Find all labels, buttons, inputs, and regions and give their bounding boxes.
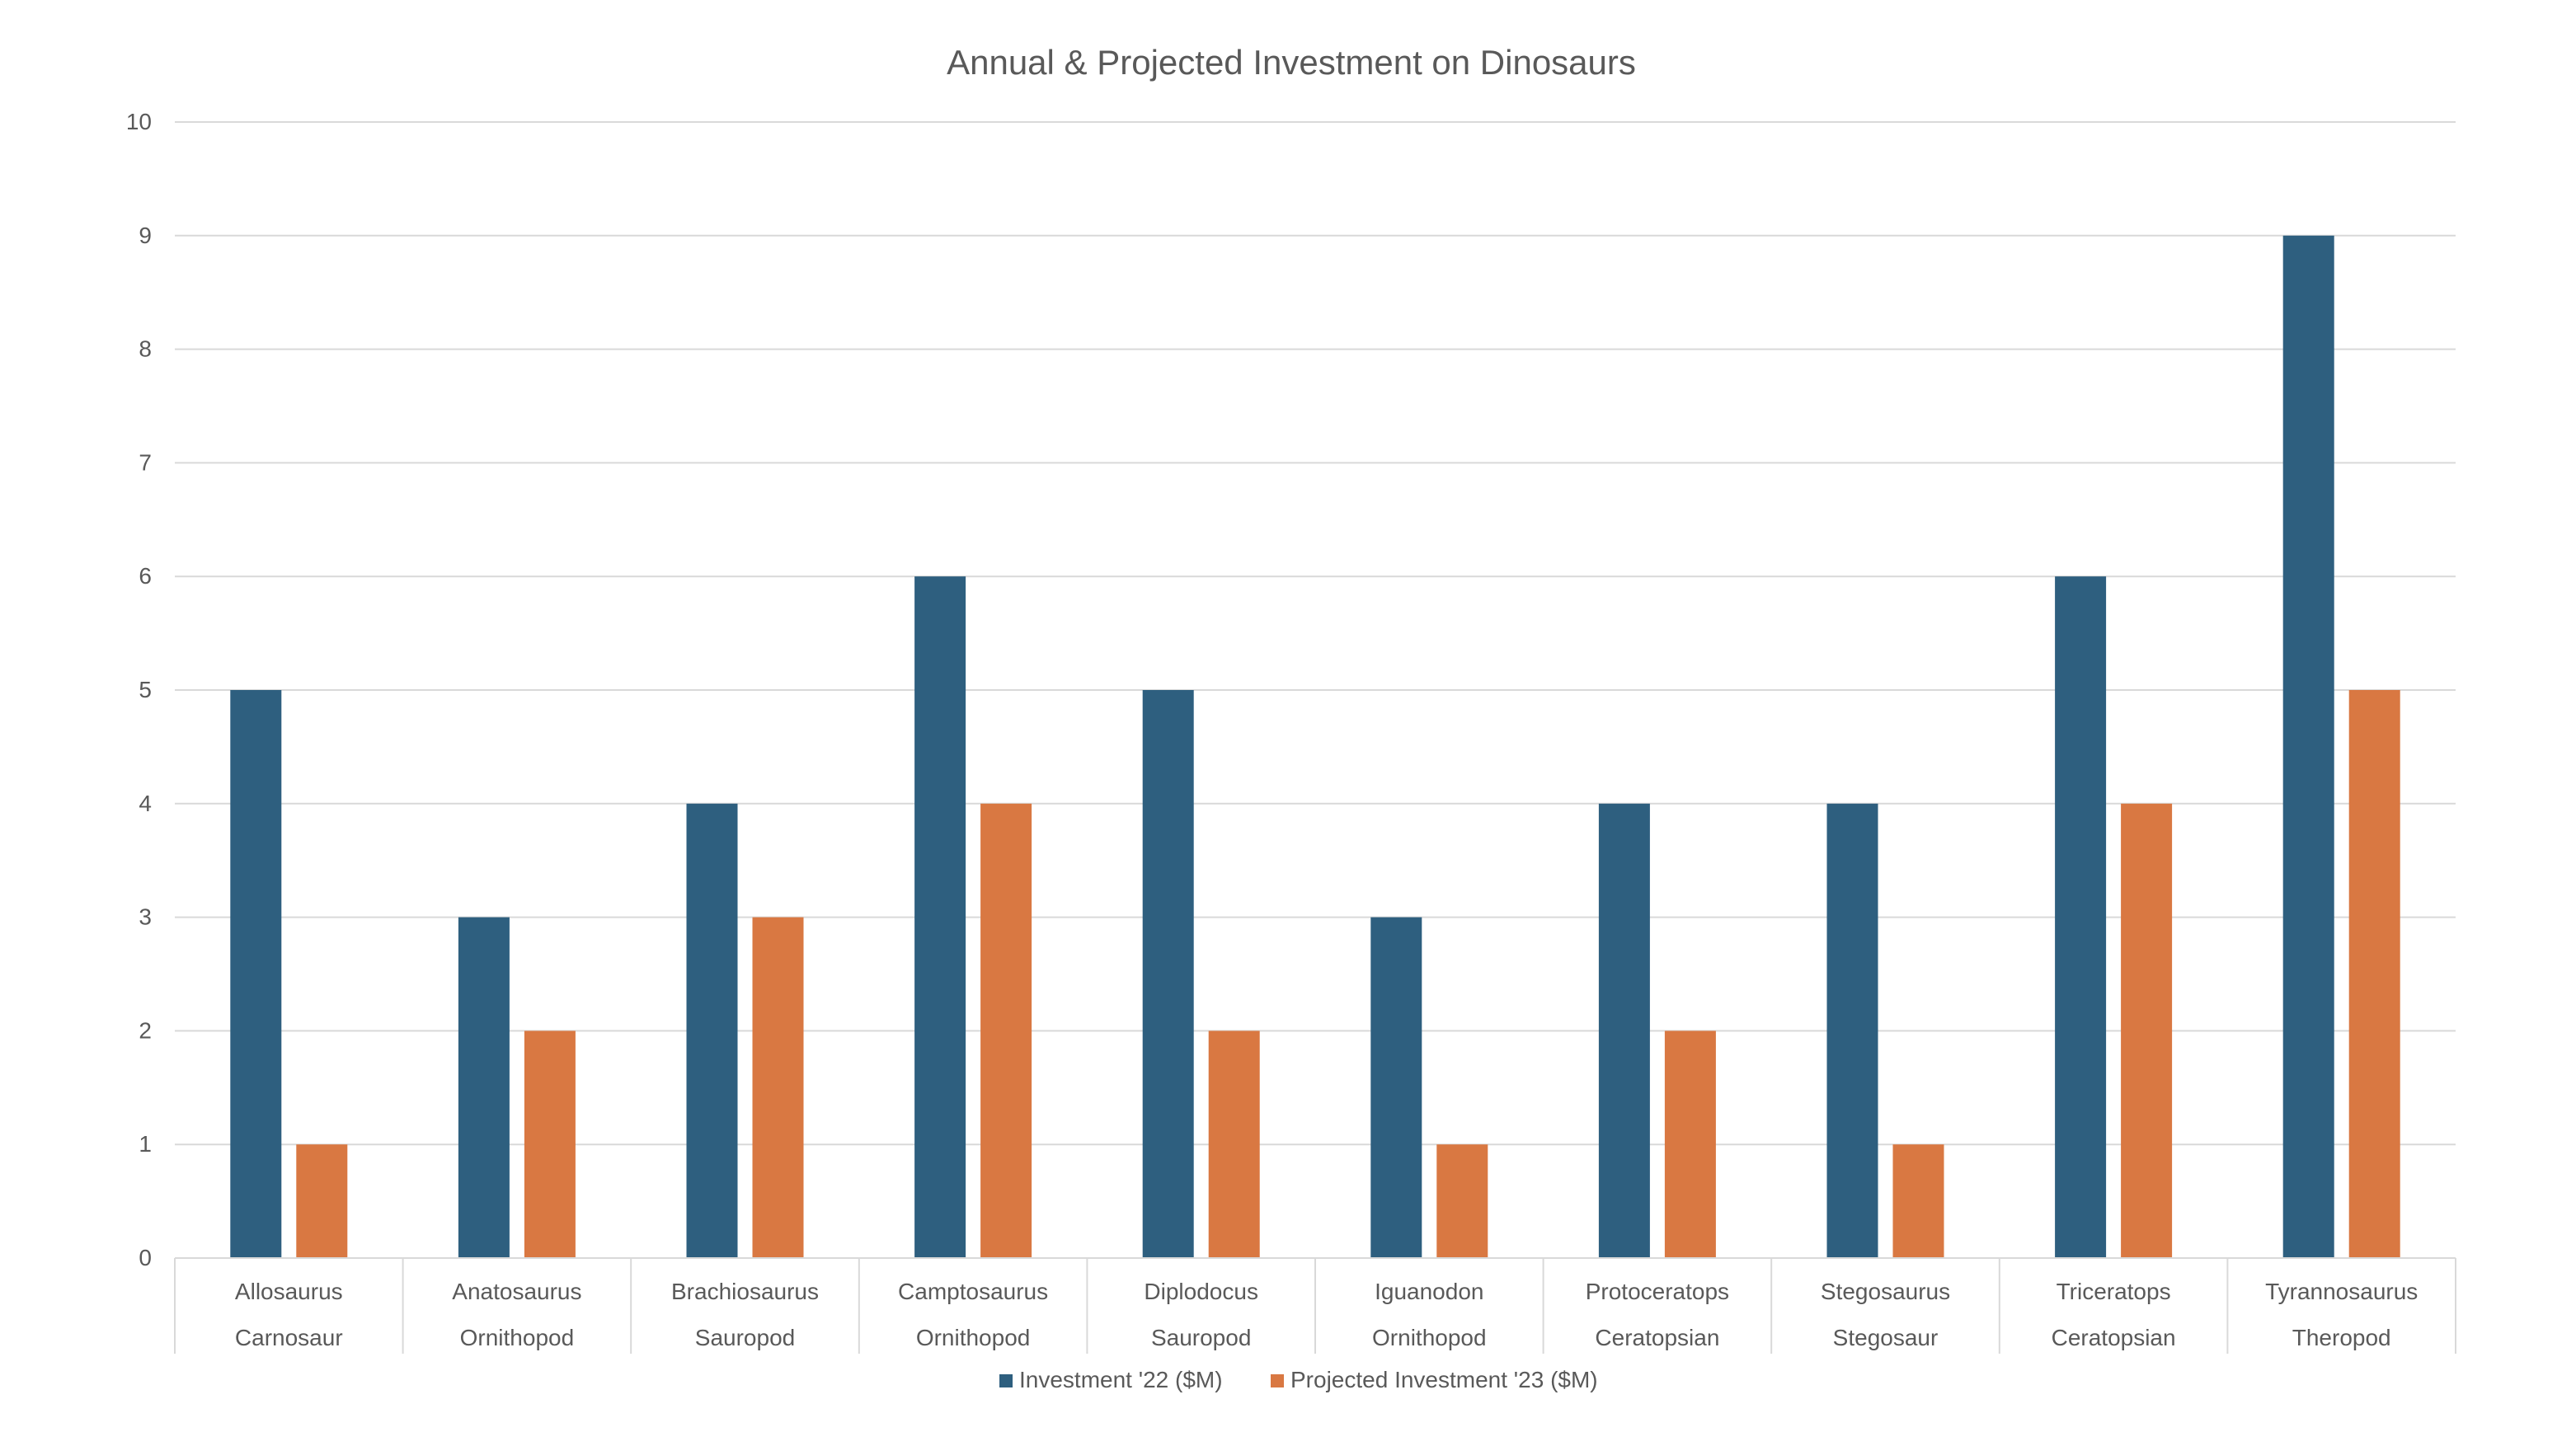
legend-entry: Investment '22 ($M) xyxy=(1019,1367,1223,1392)
chart-title: Annual & Projected Investment on Dinosau… xyxy=(947,43,1636,82)
x-group-label: Theropod xyxy=(2292,1325,2391,1350)
legend: Investment '22 ($M) Projected Investment … xyxy=(999,1367,1598,1392)
x-tick-label: Camptosaurus xyxy=(898,1279,1048,1304)
x-group-label: Ornithopod xyxy=(916,1325,1031,1350)
bar-projected-23-triceratops xyxy=(2121,803,2173,1258)
bar-investment-22-diplodocus xyxy=(1142,690,1194,1258)
x-tick-label: Protoceratops xyxy=(1586,1279,1729,1304)
x-axis: Allosaurus Carnosaur Anatosaurus Ornithopod… xyxy=(174,1257,2456,1354)
gridlines xyxy=(175,121,2456,1146)
y-tick-label: 2 xyxy=(139,1017,152,1043)
legend-swatch xyxy=(1271,1374,1284,1387)
x-tick-label: Iguanodon xyxy=(1375,1279,1483,1304)
y-tick-label: 8 xyxy=(139,336,152,362)
bar-projected-23-stegosaurus xyxy=(1892,1144,1944,1258)
bar-investment-22-camptosaurus xyxy=(914,576,966,1258)
bar-projected-23-camptosaurus xyxy=(980,803,1032,1258)
x-tick-label: Stegosaurus xyxy=(1821,1279,1950,1304)
bar-projected-23-iguanodon xyxy=(1436,1144,1488,1258)
y-tick-label: 6 xyxy=(139,563,152,589)
x-tick-label: Anatosaurus xyxy=(452,1279,581,1304)
x-tick-label: Brachiosaurus xyxy=(671,1279,819,1304)
bar-projected-23-anatosaurus xyxy=(524,1031,576,1258)
x-tick-label: Diplodocus xyxy=(1144,1279,1258,1304)
bar-investment-22-iguanodon xyxy=(1370,917,1422,1258)
x-group-label: Sauropod xyxy=(1151,1325,1251,1350)
bar-investment-22-stegosaurus xyxy=(1826,803,1878,1258)
x-group-label: Ceratopsian xyxy=(2052,1325,2176,1350)
x-tick-label: Tyrannosaurus xyxy=(2265,1279,2418,1304)
legend-entry: Projected Investment '23 ($M) xyxy=(1290,1367,1598,1392)
x-group-label: Sauropod xyxy=(695,1325,795,1350)
y-tick-label: 5 xyxy=(139,677,152,702)
bar-projected-23-diplodocus xyxy=(1208,1031,1260,1258)
x-group-label: Ceratopsian xyxy=(1595,1325,1719,1350)
y-tick-label: 3 xyxy=(139,904,152,930)
bar-investment-22-anatosaurus xyxy=(458,917,510,1258)
x-tick-label: Triceratops xyxy=(2057,1279,2171,1304)
bar-projected-23-allosaurus xyxy=(296,1144,348,1258)
bars xyxy=(230,235,2400,1258)
bar-projected-23-protoceratops xyxy=(1664,1031,1716,1258)
bar-investment-22-triceratops xyxy=(2055,576,2107,1258)
legend-swatch xyxy=(999,1374,1013,1387)
y-tick-label: 7 xyxy=(139,449,152,475)
y-tick-label: 9 xyxy=(139,223,152,248)
y-tick-label: 1 xyxy=(139,1131,152,1157)
y-tick-label: 0 xyxy=(139,1245,152,1270)
x-group-label: Stegosaur xyxy=(1833,1325,1939,1350)
x-group-label: Carnosaur xyxy=(235,1325,343,1350)
y-tick-label: 10 xyxy=(126,109,152,134)
bar-investment-22-tyrannosaurus xyxy=(2282,235,2334,1258)
bar-projected-23-brachiosaurus xyxy=(752,917,804,1258)
bar-projected-23-tyrannosaurus xyxy=(2348,690,2400,1258)
bar-investment-22-allosaurus xyxy=(230,690,282,1258)
bar-investment-22-brachiosaurus xyxy=(686,803,738,1258)
x-tick-label: Allosaurus xyxy=(235,1279,343,1304)
x-group-label: Ornithopod xyxy=(460,1325,575,1350)
y-tick-label: 4 xyxy=(139,791,152,816)
y-axis-tick-labels: 0 1 2 3 4 5 6 7 8 9 10 xyxy=(126,109,152,1270)
x-group-label: Ornithopod xyxy=(1372,1325,1487,1350)
bar-investment-22-protoceratops xyxy=(1598,803,1650,1258)
